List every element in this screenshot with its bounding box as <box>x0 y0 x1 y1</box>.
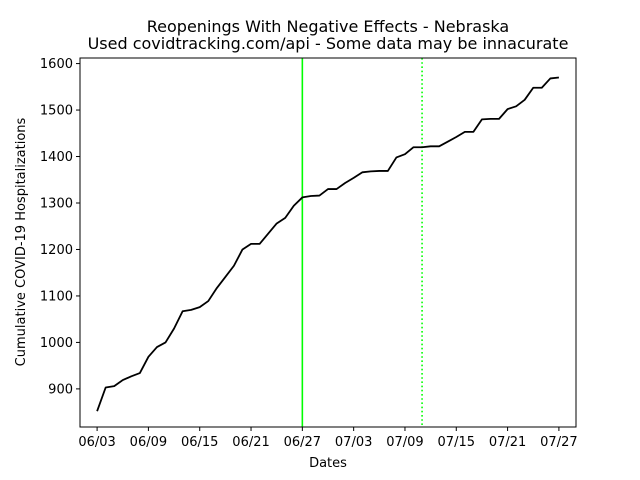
chart-title: Reopenings With Negative Effects - Nebra… <box>147 17 509 36</box>
x-tick-label: 07/21 <box>489 435 526 450</box>
y-tick-label: 900 <box>48 382 73 397</box>
y-tick-label: 1000 <box>40 336 73 351</box>
y-tick-label: 1200 <box>40 243 73 258</box>
x-tick-label: 06/03 <box>78 435 115 450</box>
x-tick-label: 07/09 <box>386 435 423 450</box>
y-axis-label: Cumulative COVID-19 Hospitalizations <box>14 117 29 366</box>
x-tick-label: 07/03 <box>335 435 372 450</box>
axes-frame <box>79 57 577 428</box>
x-tick-label: 06/09 <box>130 435 167 450</box>
series-line-1 <box>96 76 559 412</box>
x-tick-label: 06/15 <box>181 435 218 450</box>
y-tick-label: 1100 <box>40 289 73 304</box>
chart-subtitle: Used covidtracking.com/api - Some data m… <box>88 34 569 53</box>
y-tick-label: 1400 <box>40 150 73 165</box>
x-tick-label: 07/15 <box>438 435 475 450</box>
x-tick-label: 06/27 <box>284 435 321 450</box>
y-axis: 900 1000 1100 1200 1300 1400 1500 1600 <box>40 57 80 397</box>
x-tick-label: 07/27 <box>540 435 577 450</box>
x-axis: 06/03 06/09 06/15 06/21 06/27 07/03 07/09 07/15… <box>78 427 578 450</box>
x-axis-label: Dates <box>309 456 347 471</box>
y-tick-label: 1600 <box>40 57 73 72</box>
plot-area <box>96 58 559 427</box>
x-tick-label: 06/21 <box>232 435 269 450</box>
y-tick-label: 1300 <box>40 196 73 211</box>
y-tick-label: 1500 <box>40 104 73 119</box>
